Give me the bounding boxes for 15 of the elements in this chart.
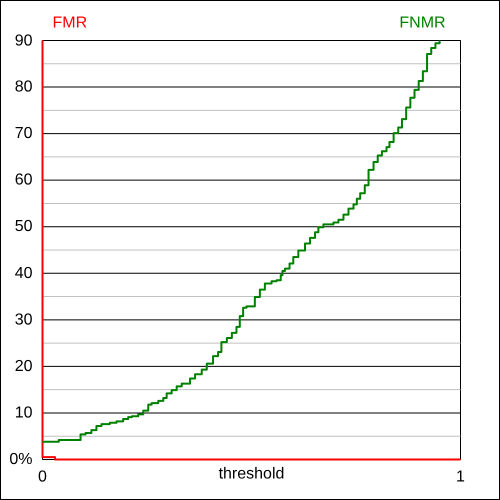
y-tick-label: 70: [14, 125, 33, 142]
y-tick-label: 20: [14, 358, 33, 375]
y-tick-label: 40: [14, 264, 33, 282]
y-tick-label: 10: [14, 404, 33, 422]
x-tick-label: 0: [38, 468, 48, 486]
y-tick-label: 30: [14, 311, 33, 328]
x-axis-title: threshold: [218, 466, 284, 482]
series-label: FMR: [52, 14, 88, 32]
y-tick-label: 50: [14, 218, 33, 236]
y-tick-label: 0%: [9, 451, 32, 468]
x-tick-label: 1: [456, 468, 466, 486]
y-tick-label: 60: [14, 172, 33, 189]
series-label: FNMR: [399, 14, 446, 32]
y-tick-label: 80: [14, 78, 33, 96]
y-tick-label: 90: [14, 32, 33, 50]
